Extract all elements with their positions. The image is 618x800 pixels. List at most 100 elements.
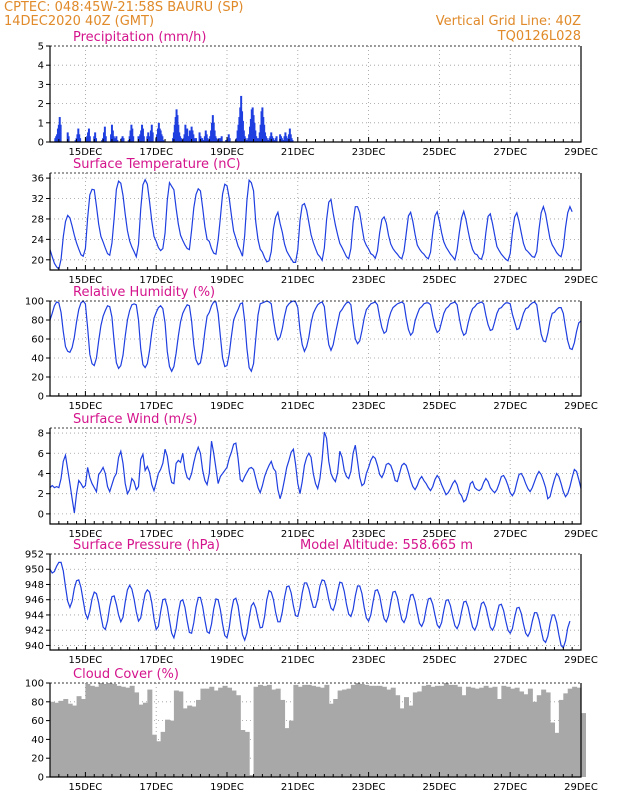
temp-frame: [49, 173, 582, 271]
cloud-ytick-label: 60: [31, 716, 44, 727]
precip-bar: [151, 132, 154, 142]
temp-title: Surface Temperature (nC): [73, 157, 241, 172]
cloud-bar: [541, 689, 547, 777]
pres-ytick-label: 948: [25, 580, 44, 591]
precip-bar: [142, 136, 145, 142]
cloud-bar: [412, 692, 418, 777]
precip-ytick-label: 1: [38, 118, 44, 129]
rh-ytick-label: 20: [31, 373, 44, 384]
precip-bar: [103, 126, 106, 142]
precip-bar: [94, 132, 97, 142]
wind-title: Surface Wind (m/s): [73, 412, 197, 427]
cloud-bar: [275, 688, 281, 777]
temp-xtick-label: 29DEC: [564, 275, 598, 286]
temp-series-line: [49, 178, 573, 271]
cloud-bar: [523, 694, 529, 777]
pres-ytick-label: 940: [25, 641, 44, 652]
cloud-bar: [200, 688, 206, 777]
wind-xtick-label: 17DEC: [139, 529, 173, 540]
rh-xtick-label: 15DEC: [69, 401, 103, 412]
header-grid-line: Vertical Grid Line: 40Z: [436, 14, 581, 29]
cloud-bar: [227, 687, 232, 777]
cloud-bar: [213, 690, 219, 777]
pres-series-line: [49, 561, 571, 649]
cloud-title: Cloud Cover (%): [73, 667, 179, 682]
cloud-bar: [209, 686, 215, 777]
cloud-bar: [129, 685, 135, 777]
precip-bar: [141, 128, 144, 142]
cloud-ytick-label: 0: [38, 773, 44, 784]
precip-bar: [95, 138, 98, 142]
cloud-bar: [257, 684, 263, 777]
pres-frame: [49, 554, 582, 651]
precip-bar: [220, 136, 223, 142]
pres-title: Surface Pressure (hPa): [73, 538, 220, 553]
cloud-bar: [430, 686, 436, 777]
precip-bar: [285, 136, 288, 142]
precip-panel: Precipitation (mm/h) 0 1 2 3 4 5 15DEC 17DEC 19DE…: [38, 30, 598, 158]
cloud-bar: [373, 685, 379, 777]
cloud-xtick-label: 29DEC: [564, 782, 598, 793]
cloud-xtick-label: 15DEC: [69, 782, 103, 793]
cloud-bar: [465, 686, 471, 777]
cloud-panel: Cloud Cover (%) 0 20 40 60 80 100 15DEC 17DEC 19D…: [25, 667, 598, 793]
precip-ytick-label: 0: [38, 138, 44, 149]
cloud-bar: [231, 690, 237, 777]
temp-ytick-label: 24: [31, 235, 44, 246]
wind-ytick-label: 8: [38, 429, 44, 440]
precip-ytick-label: 4: [38, 61, 44, 72]
cloud-xtick-label: 21DEC: [281, 782, 315, 793]
cloud-bar: [346, 688, 352, 777]
cloud-bar: [474, 688, 480, 777]
cloud-bar: [293, 684, 299, 777]
precip-bar: [111, 130, 114, 142]
wind-ytick-label: 6: [38, 449, 44, 460]
precip-bar: [213, 130, 216, 142]
pres-xtick-label: 29DEC: [564, 655, 598, 666]
temp-ytick-label: 32: [31, 194, 44, 205]
cloud-bar: [244, 731, 250, 777]
rh-ytick-label: 0: [38, 392, 44, 403]
cloud-bar: [421, 685, 427, 777]
cloud-bar: [111, 683, 117, 777]
cloud-bar: [142, 702, 148, 777]
header-model-id: TQ0126L028: [497, 29, 581, 44]
cloud-bar: [483, 685, 489, 777]
pres-xtick-label: 23DEC: [352, 655, 386, 666]
cloud-bar: [337, 690, 343, 777]
cloud-bar: [50, 701, 55, 777]
cloud-bar: [576, 687, 582, 777]
cloud-bar: [120, 686, 126, 777]
cloud-bar: [98, 683, 104, 777]
cloud-bar: [501, 685, 507, 777]
cloud-bar: [222, 685, 228, 777]
rh-ytick-label: 40: [31, 354, 44, 365]
pres-ytick-label: 942: [25, 626, 44, 637]
precip-bar: [275, 136, 278, 142]
cloud-bar: [262, 685, 268, 777]
wind-xtick-label: 23DEC: [352, 529, 386, 540]
cloud-bar: [545, 692, 551, 777]
rh-frame: [49, 301, 582, 397]
pres-ytick-label: 944: [25, 610, 44, 621]
precip-bar: [67, 136, 70, 142]
pres-annotation: Model Altitude: 558.665 m: [300, 538, 473, 553]
temp-ytick-label: 20: [31, 255, 44, 266]
cloud-bar: [266, 684, 272, 777]
rh-ytick-label: 100: [25, 297, 44, 308]
precip-bar: [116, 140, 119, 142]
cloud-bar: [240, 730, 246, 777]
cloud-bar: [527, 688, 533, 777]
pres-xtick-label: 21DEC: [281, 655, 315, 666]
cloud-bar: [288, 720, 294, 777]
precip-xtick-label: 15DEC: [69, 147, 103, 158]
cloud-bar: [434, 685, 440, 777]
cloud-bar: [536, 695, 542, 777]
rh-xtick-label: 29DEC: [564, 401, 598, 412]
pres-xtick-label: 27DEC: [493, 655, 527, 666]
header-date: 14DEC2020 40Z (GMT): [4, 14, 154, 29]
cloud-bar: [492, 686, 498, 777]
wind-xtick-label: 21DEC: [281, 529, 315, 540]
cloud-bar: [417, 691, 423, 777]
